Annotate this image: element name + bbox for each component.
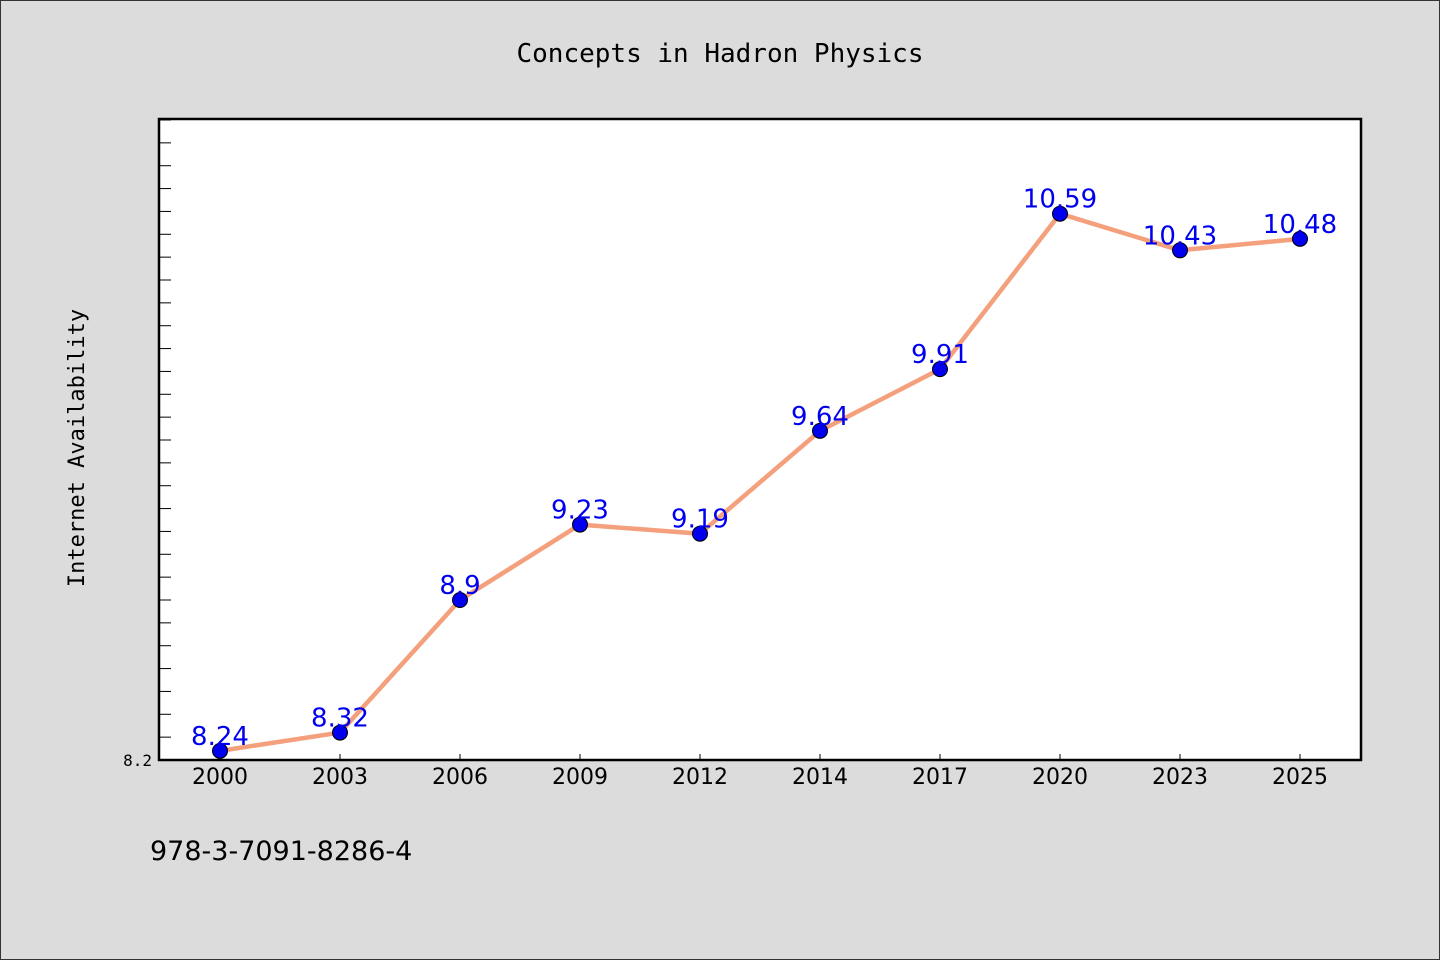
isbn-footer: 978-3-7091-8286-4 [150, 836, 413, 867]
series-line [219, 211, 1301, 754]
x-tick-label: 2020 [1032, 765, 1088, 790]
data-label: 8.32 [311, 704, 369, 734]
x-tick-label: 2000 [192, 765, 248, 790]
data-label: 8.24 [191, 722, 249, 752]
data-label: 10.48 [1263, 210, 1337, 240]
data-point [1052, 205, 1068, 222]
data-point [812, 422, 828, 439]
data-point [932, 361, 948, 378]
data-point [452, 592, 468, 608]
series-group [212, 205, 1308, 759]
data-label: 10.59 [1023, 185, 1097, 215]
x-tick-label: 2014 [792, 765, 848, 790]
data-label: 8.9 [439, 571, 480, 601]
data-label: 9.64 [791, 402, 849, 432]
x-axis-ticks: 2000 2003 2006 2009 2012 2014 2017 2020 2023 2025 [192, 754, 1328, 790]
data-point [572, 516, 588, 533]
x-tick-label: 2025 [1272, 765, 1328, 790]
x-tick-label: 2006 [432, 765, 488, 790]
x-tick-label: 2009 [552, 765, 608, 790]
data-label: 9.91 [911, 340, 969, 370]
data-point [1172, 242, 1188, 259]
data-label: 9.19 [671, 505, 729, 535]
data-labels: 8.24 8.32 8.9 9.23 9.19 9.64 9.91 10.59 10.43 10.… [191, 185, 1337, 752]
x-tick-label: 2023 [1152, 765, 1208, 790]
data-label: 9.23 [551, 496, 609, 526]
data-label: 10.43 [1143, 221, 1217, 251]
x-tick-label: 2017 [912, 765, 968, 790]
data-point [1292, 230, 1308, 247]
data-point [212, 742, 228, 759]
data-point [332, 724, 348, 741]
data-point [692, 525, 708, 542]
chart-title: Concepts in Hadron Physics [517, 39, 924, 69]
y-axis-label: Internet Availability [65, 309, 90, 587]
x-tick-label: 2012 [672, 765, 728, 790]
y-tick-label: 8.2 [123, 751, 152, 770]
x-tick-label: 2003 [312, 765, 368, 790]
y-axis-ticks: 8.2 [123, 119, 171, 770]
plot-area [157, 117, 1363, 762]
